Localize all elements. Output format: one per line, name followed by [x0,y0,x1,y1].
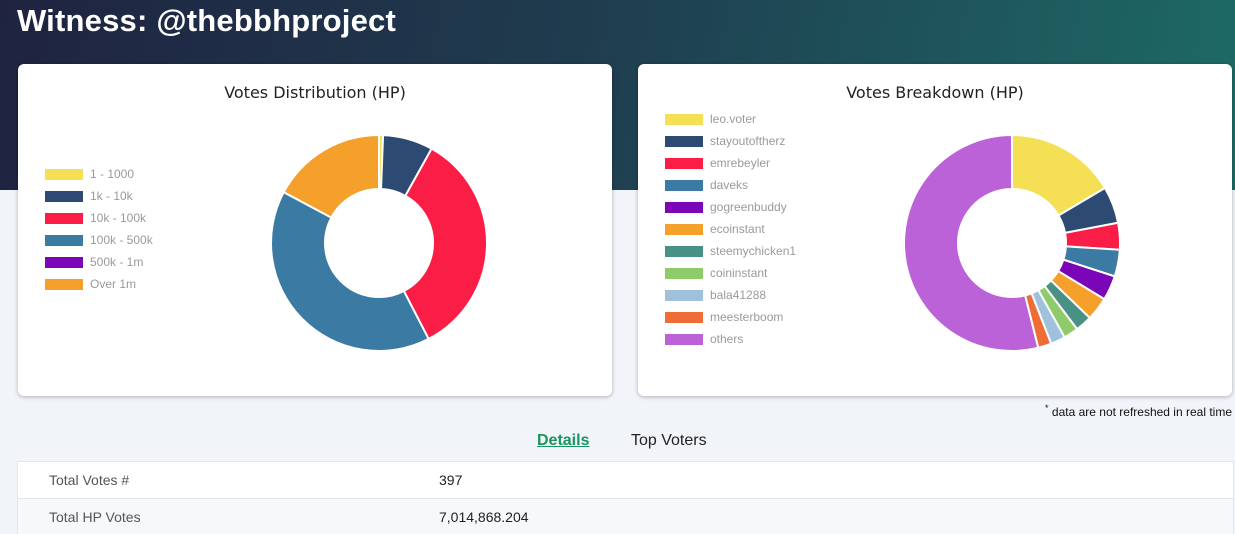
legend-swatch [45,278,83,290]
legend-item-meesterboom[interactable]: meesterboom [665,306,796,328]
legend-item-ecoinstant[interactable]: ecoinstant [665,218,796,240]
legend-label: 1k - 10k [90,189,133,203]
legend-label: steemychicken1 [710,244,797,258]
slice-over-1m[interactable] [282,134,380,219]
legend-item-steemychicken1[interactable]: steemychicken1 [665,240,796,262]
legend-swatch [665,113,703,125]
legend-swatch [45,256,83,268]
slice-100k-500k[interactable] [270,190,430,352]
legend-swatch [665,267,703,279]
note-asterisk: * [1045,403,1049,413]
distribution-legend: 1 - 1000 1k - 10k 10k - 100k 100k - 500k 500… [45,163,153,295]
legend-label: 500k - 1m [90,255,144,269]
legend-item-over-1m[interactable]: Over 1m [45,273,153,295]
votes-distribution-card: Votes Distribution (HP) 1 - 1000 1k - 10k… [18,64,612,396]
legend-label: daveks [710,178,749,192]
breakdown-legend: leo.voter stayoutoftherz emrebeyler daveks g… [665,108,796,350]
legend-swatch [665,157,703,169]
chart-title: Votes Breakdown (HP) [846,83,1024,102]
legend-label: 1 - 1000 [90,167,135,181]
legend-label: coininstant [710,266,768,280]
page-title: Witness: @thebbhproject [17,3,397,38]
legend-label: leo.voter [710,112,757,126]
legend-item-others[interactable]: others [665,328,796,350]
legend-label: emrebeyler [710,156,771,170]
legend-swatch [45,168,83,180]
legend-item-gogreenbuddy[interactable]: gogreenbuddy [665,196,796,218]
note-text: data are not refreshed in real time [1048,405,1232,419]
legend-label: 10k - 100k [90,211,147,225]
slice-others[interactable] [903,134,1040,352]
legend-item-10k-100k[interactable]: 10k - 100k [45,207,153,229]
legend-item-daveks[interactable]: daveks [665,174,796,196]
details-table: Total Votes # 397 Total HP Votes 7,014,8… [17,461,1234,534]
legend-label: gogreenbuddy [710,200,787,214]
legend-swatch [665,333,703,345]
table-row: Total HP Votes 7,014,868.204 [18,499,1233,534]
legend-item-leo-voter[interactable]: leo.voter [665,108,796,130]
legend-label: stayoutoftherz [710,134,786,148]
legend-swatch [665,289,703,301]
legend-swatch [665,245,703,257]
legend-item-coininstant[interactable]: coininstant [665,262,796,284]
legend-swatch [45,212,83,224]
table-row: Total Votes # 397 [18,462,1233,499]
legend-item-emrebeyler[interactable]: emrebeyler [665,152,796,174]
tab-details[interactable]: Details [537,432,590,449]
legend-swatch [665,223,703,235]
legend-item-bala41288[interactable]: bala41288 [665,284,796,306]
legend-item-stayoutoftherz[interactable]: stayoutoftherz [665,130,796,152]
breakdown-donut-chart [903,134,1121,352]
legend-swatch [45,234,83,246]
row-label: Total Votes # [49,472,130,488]
legend-label: meesterboom [710,310,784,324]
distribution-donut-chart [270,134,488,352]
legend-swatch [665,179,703,191]
legend-label: Over 1m [90,277,137,291]
row-label: Total HP Votes [49,509,141,525]
legend-label: 100k - 500k [90,233,153,247]
row-value: 7,014,868.204 [439,509,529,525]
tab-bar: Details Top Voters [0,432,1235,454]
legend-swatch [665,311,703,323]
votes-breakdown-card: Votes Breakdown (HP) leo.voter stayoutoft… [638,64,1232,396]
legend-item-1-1000[interactable]: 1 - 1000 [45,163,153,185]
tab-top-voters[interactable]: Top Voters [631,432,707,449]
chart-title: Votes Distribution (HP) [224,83,406,102]
legend-label: ecoinstant [710,222,765,236]
legend-item-100k-500k[interactable]: 100k - 500k [45,229,153,251]
legend-swatch [665,135,703,147]
legend-swatch [665,201,703,213]
legend-item-500k-1m[interactable]: 500k - 1m [45,251,153,273]
legend-swatch [45,190,83,202]
legend-item-1k-10k[interactable]: 1k - 10k [45,185,153,207]
legend-label: bala41288 [710,288,767,302]
legend-label: others [710,332,744,346]
refresh-note: * data are not refreshed in real time [1045,403,1232,419]
row-value: 397 [439,472,463,488]
slice-10k-100k[interactable] [402,147,488,341]
